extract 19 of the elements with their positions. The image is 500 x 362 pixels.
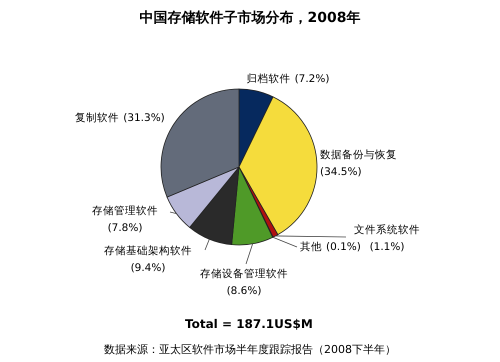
text: Total = 187.1US$M: [185, 317, 313, 331]
chart-title: 中国存储软件子市场分布，2008年: [140, 9, 360, 26]
data-label: (8.6%): [226, 285, 262, 297]
slice-label: 文件系统软件: [354, 223, 420, 236]
slice-label: 复制软件: [75, 111, 120, 124]
slice-label: 存储管理软件: [92, 205, 158, 217]
slice-label: 数据备份与恢复: [320, 148, 397, 161]
data-label: (34.5%): [320, 166, 362, 178]
slice-label: 存储设备管理软件: [200, 268, 288, 280]
slice-label: 其他: [300, 240, 322, 253]
slice-label: 存储基础架构软件: [104, 244, 192, 257]
data-label: (0.1%): [326, 241, 361, 253]
source-note: 数据来源：亚太区软件市场半年度跟踪报告（2008下半年）: [104, 343, 396, 356]
data-label: (7.2%): [294, 73, 330, 85]
data-label: (7.8%): [108, 222, 142, 234]
data-label: (1.1%): [370, 241, 404, 253]
slice-label: 归档软件: [246, 72, 291, 85]
data-label: (31.3%): [123, 112, 165, 124]
data-label: (9.4%): [130, 262, 166, 274]
